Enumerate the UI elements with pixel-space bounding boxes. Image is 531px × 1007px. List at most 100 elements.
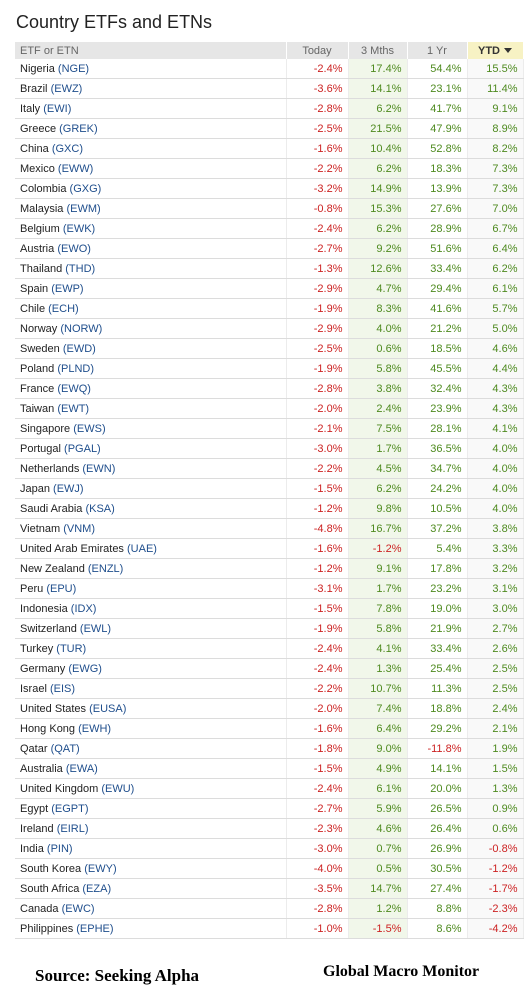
ytd-cell: 7.3% xyxy=(467,158,524,179)
ticker-link[interactable]: (EWC) xyxy=(61,902,95,915)
table-row: Turkey (TUR) -2.4% 4.1% 33.4% 2.6% xyxy=(15,638,524,659)
etf-name-cell: Qatar (QAT) xyxy=(15,738,287,759)
country-name: Germany xyxy=(20,662,66,675)
country-name: Sweden xyxy=(20,342,60,355)
one-year-cell: 18.3% xyxy=(407,158,468,179)
three-month-cell: 0.7% xyxy=(348,838,408,859)
today-cell: -1.9% xyxy=(286,298,349,319)
table-row: South Korea (EWY) -4.0% 0.5% 30.5% -1.2% xyxy=(15,858,524,879)
table-row: Saudi Arabia (KSA) -1.2% 9.8% 10.5% 4.0% xyxy=(15,498,524,519)
column-header-3-mths[interactable]: 3 Mths xyxy=(348,42,408,59)
three-month-cell: 8.3% xyxy=(348,298,408,319)
ticker-link[interactable]: (EGPT) xyxy=(51,802,89,815)
ticker-link[interactable]: (UAE) xyxy=(127,542,157,555)
ticker-link[interactable]: (EWS) xyxy=(73,422,106,435)
ticker-link[interactable]: (EWK) xyxy=(62,222,96,235)
today-cell: -2.4% xyxy=(286,658,349,679)
ytd-cell: 3.1% xyxy=(467,578,524,599)
ticker-link[interactable]: (PGAL) xyxy=(64,442,101,455)
ticker-link[interactable]: (EWA) xyxy=(65,762,98,775)
one-year-cell: 54.4% xyxy=(407,59,468,79)
ticker-link[interactable]: (EWH) xyxy=(78,722,112,735)
ticker-link[interactable]: (EWI) xyxy=(43,102,72,115)
etf-name-cell: Netherlands (EWN) xyxy=(15,458,287,479)
column-header-etf[interactable]: ETF or ETN xyxy=(15,42,287,59)
ticker-link[interactable]: (EWY) xyxy=(84,862,117,875)
ticker-link[interactable]: (EWU) xyxy=(101,782,135,795)
today-cell: -2.9% xyxy=(286,278,349,299)
etf-name-cell: New Zealand (ENZL) xyxy=(15,558,287,579)
today-cell: -4.8% xyxy=(286,518,349,539)
today-cell: -4.0% xyxy=(286,858,349,879)
ticker-link[interactable]: (EWD) xyxy=(62,342,96,355)
ticker-link[interactable]: (EWO) xyxy=(57,242,91,255)
column-header-1-yr[interactable]: 1 Yr xyxy=(407,42,468,59)
ticker-link[interactable]: (EWT) xyxy=(57,402,90,415)
ticker-link[interactable]: (PLND) xyxy=(57,362,94,375)
ticker-link[interactable]: (EWG) xyxy=(68,662,102,675)
three-month-cell: 1.7% xyxy=(348,438,408,459)
ytd-cell: 2.1% xyxy=(467,718,524,739)
ticker-link[interactable]: (EWN) xyxy=(82,462,116,475)
ticker-link[interactable]: (ENZL) xyxy=(87,562,124,575)
three-month-cell: 4.6% xyxy=(348,818,408,839)
ticker-link[interactable]: (GREK) xyxy=(59,122,98,135)
ticker-link[interactable]: (EWJ) xyxy=(53,482,84,495)
ticker-link[interactable]: (EWM) xyxy=(66,202,101,215)
table-row: Spain (EWP) -2.9% 4.7% 29.4% 6.1% xyxy=(15,278,524,299)
table-row: Brazil (EWZ) -3.6% 14.1% 23.1% 11.4% xyxy=(15,78,524,99)
ticker-link[interactable]: (EIRL) xyxy=(56,822,89,835)
three-month-cell: 14.1% xyxy=(348,78,408,99)
ticker-link[interactable]: (KSA) xyxy=(85,502,115,515)
three-month-cell: 6.2% xyxy=(348,218,408,239)
ticker-link[interactable]: (EPHE) xyxy=(76,922,114,935)
ticker-link[interactable]: (VNM) xyxy=(63,522,95,535)
one-year-cell: 11.3% xyxy=(407,678,468,699)
today-cell: -2.2% xyxy=(286,158,349,179)
etf-name-cell: Hong Kong (EWH) xyxy=(15,718,287,739)
ticker-link[interactable]: (EUSA) xyxy=(89,702,127,715)
ticker-link[interactable]: (TUR) xyxy=(56,642,87,655)
ticker-link[interactable]: (NORW) xyxy=(60,322,103,335)
three-month-cell: 5.8% xyxy=(348,618,408,639)
ticker-link[interactable]: (QAT) xyxy=(50,742,80,755)
table-row: France (EWQ) -2.8% 3.8% 32.4% 4.3% xyxy=(15,378,524,399)
ytd-cell: 4.0% xyxy=(467,438,524,459)
ticker-link[interactable]: (EWW) xyxy=(57,162,94,175)
ticker-link[interactable]: (EWZ) xyxy=(50,82,83,95)
three-month-cell: 6.4% xyxy=(348,718,408,739)
etf-name-cell: Switzerland (EWL) xyxy=(15,618,287,639)
ticker-link[interactable]: (ECH) xyxy=(48,302,79,315)
three-month-cell: 1.2% xyxy=(348,898,408,919)
today-cell: -1.5% xyxy=(286,758,349,779)
ytd-cell: 5.7% xyxy=(467,298,524,319)
ticker-link[interactable]: (GXC) xyxy=(51,142,83,155)
etf-name-cell: Brazil (EWZ) xyxy=(15,78,287,99)
ticker-link[interactable]: (IDX) xyxy=(70,602,97,615)
country-name: Philippines xyxy=(20,922,74,935)
country-name: Brazil xyxy=(20,82,48,95)
ticker-link[interactable]: (EWL) xyxy=(79,622,112,635)
etf-name-cell: Saudi Arabia (KSA) xyxy=(15,498,287,519)
ticker-link[interactable]: (PIN) xyxy=(46,842,73,855)
column-header-today[interactable]: Today xyxy=(286,42,349,59)
ticker-link[interactable]: (NGE) xyxy=(57,62,90,75)
three-month-cell: 14.9% xyxy=(348,178,408,199)
ticker-link[interactable]: (EWP) xyxy=(51,282,84,295)
ticker-link[interactable]: (EIS) xyxy=(49,682,76,695)
table-row: Japan (EWJ) -1.5% 6.2% 24.2% 4.0% xyxy=(15,478,524,499)
ytd-cell: 6.4% xyxy=(467,238,524,259)
ytd-cell: 0.9% xyxy=(467,798,524,819)
ticker-link[interactable]: (THD) xyxy=(65,262,96,275)
ticker-link[interactable]: (EWQ) xyxy=(57,382,91,395)
ticker-link[interactable]: (EZA) xyxy=(82,882,112,895)
today-cell: -2.4% xyxy=(286,218,349,239)
ytd-cell: 3.3% xyxy=(467,538,524,559)
country-name: Thailand xyxy=(20,262,63,275)
table-row: Qatar (QAT) -1.8% 9.0% -11.8% 1.9% xyxy=(15,738,524,759)
column-header-ytd[interactable]: YTD xyxy=(467,42,524,59)
ticker-link[interactable]: (GXG) xyxy=(69,182,102,195)
country-name: France xyxy=(20,382,55,395)
one-year-cell: 10.5% xyxy=(407,498,468,519)
ticker-link[interactable]: (EPU) xyxy=(46,582,77,595)
